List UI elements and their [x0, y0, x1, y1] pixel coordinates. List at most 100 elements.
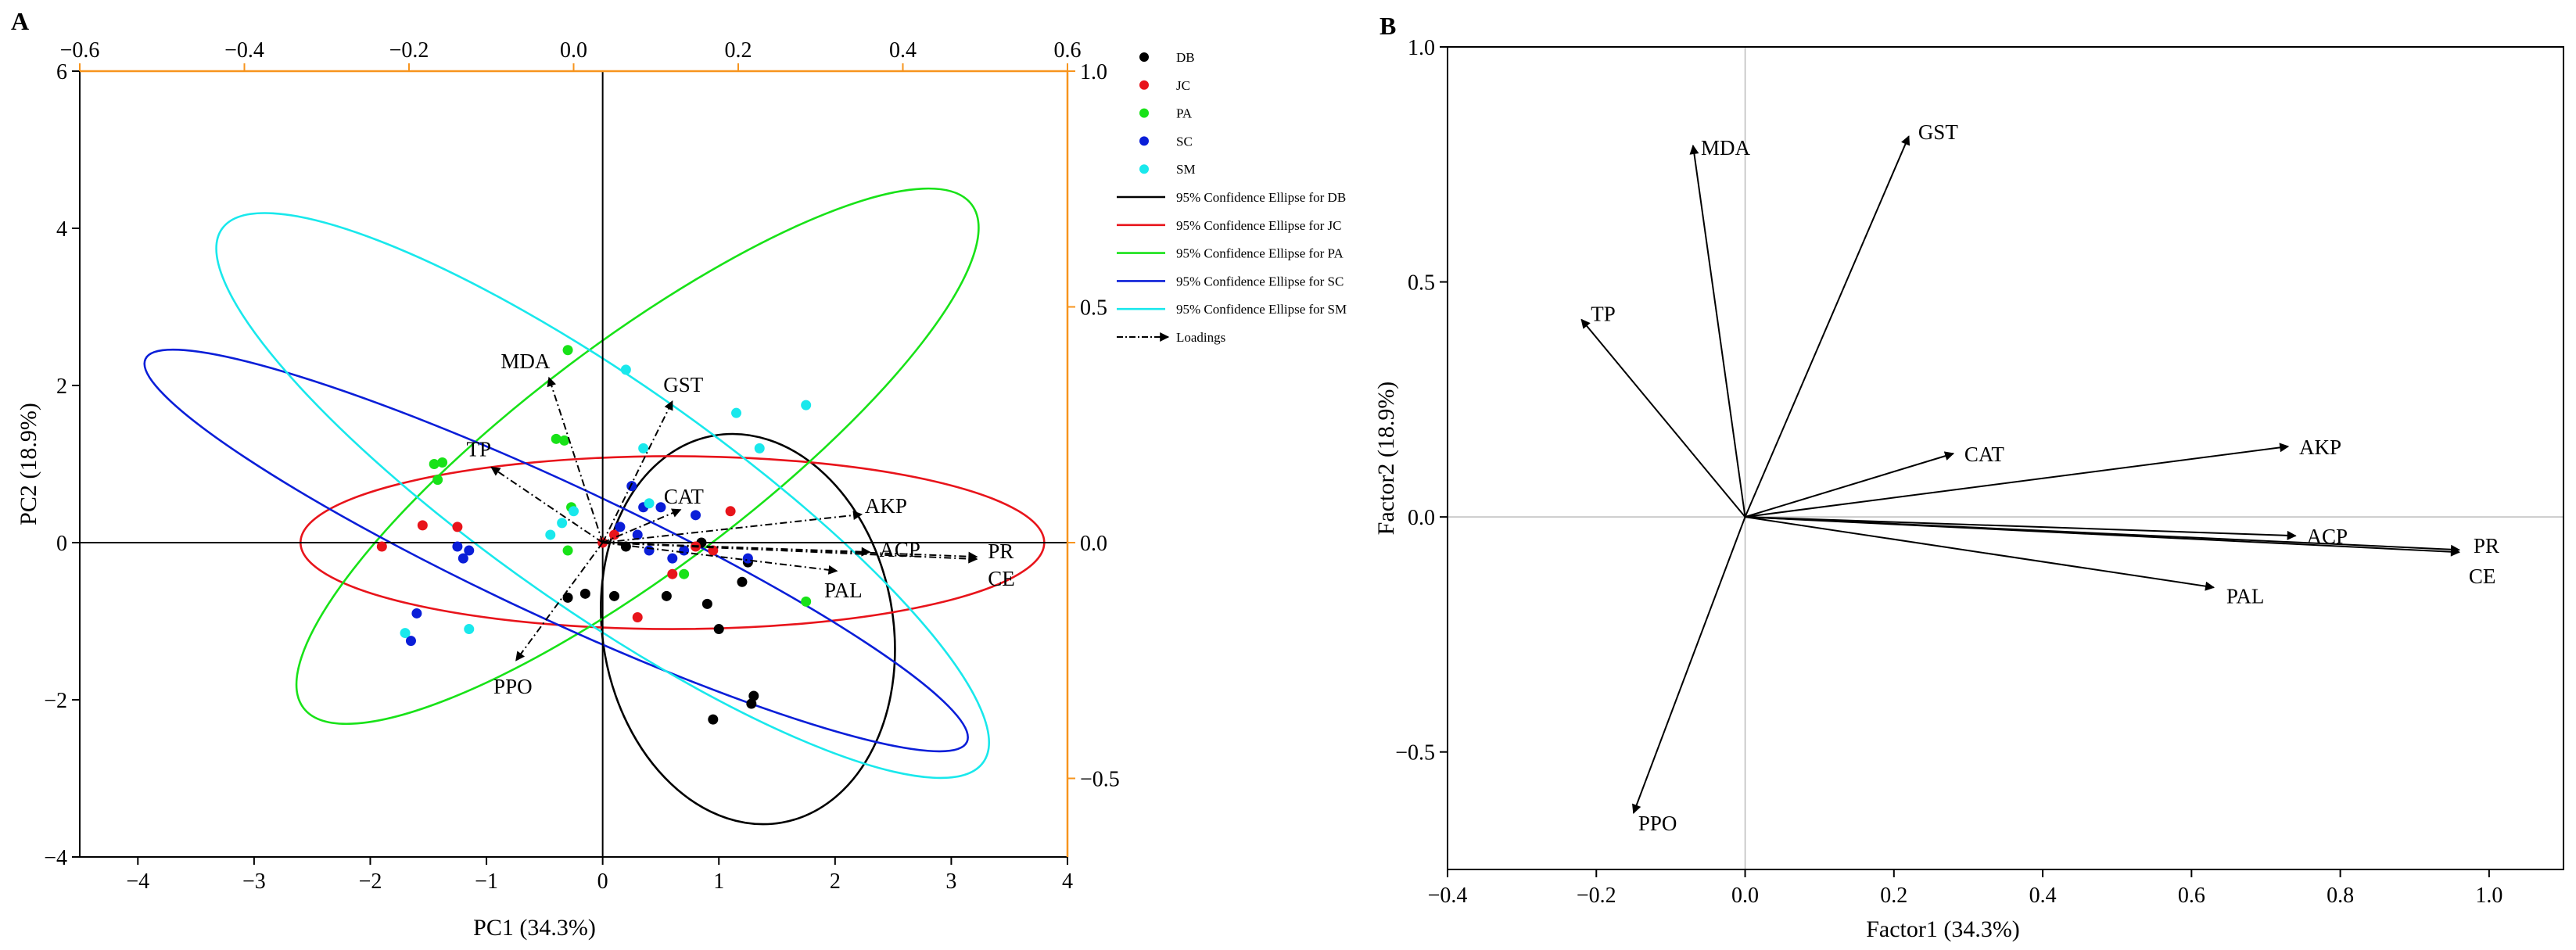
- legend-marker-sc: [1139, 136, 1149, 146]
- loading-label-pal: PAL: [2226, 584, 2265, 608]
- loading-label-pr: PR: [2474, 534, 2499, 557]
- data-point-db: [562, 592, 573, 603]
- loading-label-cat: CAT: [664, 485, 705, 508]
- x-tick-label: −4: [126, 869, 149, 894]
- loading-label-gst: GST: [1918, 120, 1959, 144]
- right-tick-label: 0.5: [1080, 296, 1107, 321]
- top-tick-label: 0.6: [1054, 38, 1082, 63]
- loading-label-mda: MDA: [500, 350, 551, 373]
- data-point-db: [661, 590, 672, 601]
- y-tick-label: 2: [56, 375, 67, 399]
- data-point-pa: [429, 459, 439, 469]
- x-tick-label: 0.4: [2029, 884, 2057, 908]
- data-point-pa: [562, 345, 573, 356]
- loading-arrow-akp: [1745, 443, 2290, 518]
- loading-arrow-gst: [601, 400, 673, 543]
- loading-label-tp: TP: [1591, 303, 1616, 326]
- loading-arrow-tp: [1580, 318, 1746, 518]
- x-tick-label: 0: [597, 869, 608, 894]
- loading-arrow-cat: [1745, 451, 1955, 518]
- data-point-sm: [464, 624, 475, 635]
- data-point-db: [701, 598, 712, 609]
- loading-label-ce: CE: [2469, 565, 2496, 588]
- x-tick-label: 1: [713, 869, 724, 894]
- y-tick-label: 0.5: [1408, 271, 1435, 296]
- loading-arrow-mda: [547, 376, 604, 543]
- legend-label: Loadings: [1176, 330, 1225, 345]
- loading-arrow-mda: [1689, 145, 1746, 518]
- loading-arrow-ce: [1745, 516, 2461, 557]
- loading-label-gst: GST: [663, 373, 704, 396]
- x-tick-label: −0.2: [1577, 884, 1616, 908]
- loading-label-tp: TP: [466, 438, 491, 461]
- data-point-pa: [437, 457, 448, 468]
- factor-loading-chart: −0.4 −0.2 0.0 0.2 0.4 0.6 0.8 1.0 −0.5 0.0 0.5 1.0 M…: [1373, 36, 2564, 942]
- x-tick-label: 3: [945, 869, 956, 894]
- x-tick-label: 1.0: [2475, 884, 2502, 908]
- loading-arrow-ppo: [1632, 516, 1746, 814]
- legend-label: PA: [1176, 106, 1193, 121]
- data-point-sm: [801, 400, 812, 410]
- data-point-sm: [400, 628, 411, 639]
- legend-marker-db: [1139, 52, 1149, 62]
- loading-label-mda: MDA: [1701, 136, 1751, 160]
- pca-biplot-chart: MDA GST TP CAT AKP ACP PR CE PAL PPO −4 −3 −2 −1 0 1 2 3 4…: [16, 38, 1120, 941]
- x-tick-label: −3: [242, 869, 266, 894]
- data-point-sm: [545, 529, 556, 540]
- top-tick-label: 0.4: [889, 38, 917, 63]
- loading-label-acp: ACP: [2307, 525, 2348, 548]
- loading-arrow-ce: [602, 542, 978, 564]
- loading-label-acp: ACP: [879, 538, 920, 561]
- data-point-db: [748, 690, 759, 701]
- top-tick-label: 0.0: [560, 38, 587, 63]
- legend-label: SM: [1176, 162, 1196, 177]
- x-tick-label: 0.0: [1731, 884, 1759, 908]
- data-point-sm: [644, 498, 655, 509]
- data-point-sc: [464, 545, 475, 556]
- right-tick-label: −0.5: [1080, 768, 1120, 792]
- loading-label-ppo: PPO: [1638, 812, 1677, 835]
- data-point-pa: [551, 433, 561, 444]
- data-point-sc: [742, 553, 753, 564]
- data-point-sc: [457, 553, 468, 564]
- y-tick-label: −2: [44, 689, 67, 713]
- x-tick-label: 2: [830, 869, 841, 894]
- top-tick-label: −0.6: [60, 38, 100, 63]
- legend-label: 95% Confidence Ellipse for JC: [1176, 218, 1342, 233]
- loading-arrow-pal: [1745, 516, 2215, 591]
- data-point-pa: [562, 545, 573, 556]
- x-tick-label: −2: [359, 869, 382, 894]
- x-tick-label: −1: [475, 869, 498, 894]
- y-tick-label: 0.0: [1408, 506, 1435, 530]
- loading-arrow-acp: [1745, 516, 2297, 540]
- y-tick-label: −0.5: [1395, 741, 1435, 765]
- data-point-db: [737, 576, 748, 587]
- loading-arrow-akp: [602, 511, 863, 543]
- data-point-sm: [638, 443, 649, 453]
- data-point-db: [579, 588, 590, 599]
- loading-arrow-gst: [1744, 135, 1910, 518]
- data-point-sc: [644, 545, 655, 556]
- loading-label-ppo: PPO: [493, 675, 533, 698]
- x-tick-label: 0.6: [2178, 884, 2205, 908]
- loading-arrow-pal: [602, 542, 838, 575]
- data-point-pa: [679, 568, 690, 579]
- legend-label: 95% Confidence Ellipse for SM: [1176, 302, 1347, 317]
- loading-label-akp: AKP: [2299, 436, 2341, 459]
- panel-b-label: B: [1379, 12, 1396, 40]
- data-point-sc: [452, 541, 463, 552]
- legend-label: 95% Confidence Ellipse for PA: [1176, 246, 1344, 261]
- data-point-sc: [655, 502, 666, 513]
- y-tick-label: 0: [56, 532, 67, 556]
- x-tick-label: 0.2: [1880, 884, 1907, 908]
- loading-label-cat: CAT: [1964, 443, 2005, 466]
- loading-arrow-ppo: [515, 542, 604, 661]
- legend-marker-sm: [1139, 164, 1149, 174]
- data-point-sc: [405, 636, 416, 647]
- data-point-sm: [620, 364, 631, 375]
- top-tick-label: −0.4: [224, 38, 264, 63]
- data-point-jc: [725, 506, 736, 517]
- right-tick-label: 1.0: [1080, 60, 1107, 84]
- legend-label: JC: [1176, 78, 1190, 93]
